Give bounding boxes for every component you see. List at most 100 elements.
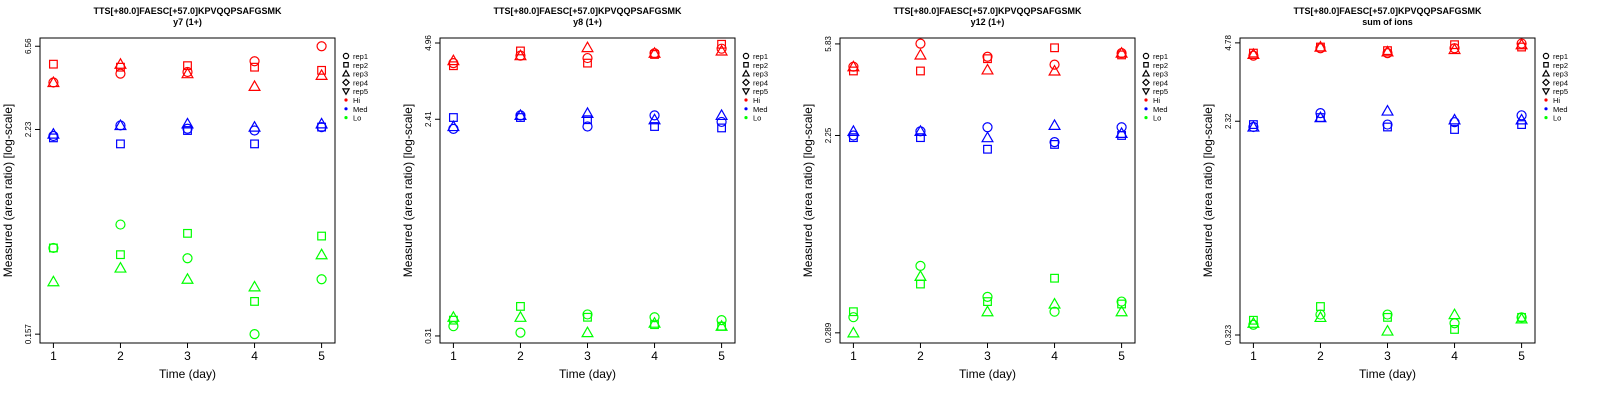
data-point-hi-rep3: [514, 49, 527, 61]
legend-symbol-rep4: [742, 78, 750, 87]
legend-label-rep5: rep5: [753, 87, 768, 96]
data-point-hi-rep1: [982, 51, 993, 62]
plot-frame: [439, 37, 736, 344]
data-point-med-rep3: [1448, 113, 1461, 125]
y-axis-label: Measured (area ratio) [log-scale]: [1201, 104, 1215, 277]
data-point-lo-rep1: [515, 327, 526, 338]
data-point-hi-rep1: [115, 68, 126, 79]
x-axis-label: Time (day): [959, 367, 1016, 381]
x-tick-label: 5: [1518, 349, 1525, 363]
x-tick-label: 4: [1051, 349, 1058, 363]
y-tick-label: 6.56: [24, 38, 33, 54]
data-point-med-rep2: [583, 115, 592, 125]
data-point-hi-rep3: [248, 79, 261, 92]
data-point-lo-rep3: [446, 310, 460, 322]
y-axis-label: Measured (area ratio) [log-scale]: [401, 104, 415, 277]
legend-symbol-rep3: [741, 69, 751, 77]
x-tick-label: 1: [850, 349, 857, 363]
data-point-hi-rep3: [715, 44, 729, 56]
legend-label-rep1: rep1: [1553, 52, 1568, 61]
data-point-med-rep2: [1517, 120, 1527, 129]
data-point-lo-rep3: [1448, 307, 1461, 320]
data-point-lo-rep1: [1449, 318, 1460, 329]
chart-title: TTS[+80.0]FAESC[+57.0]KPVQQPSAFGSMK: [93, 6, 282, 16]
data-point-hi-rep3: [1314, 40, 1327, 52]
legend-label-rep3: rep3: [353, 70, 368, 79]
data-point-lo-rep2: [1383, 312, 1392, 322]
y-tick-label: 2.25: [824, 127, 833, 143]
data-point-hi-rep3: [914, 48, 927, 60]
legend-label-med: Med: [1153, 105, 1168, 114]
data-point-med-rep1: [716, 116, 727, 128]
data-point-med-rep3: [1115, 126, 1129, 139]
legend-dot-lo: [1544, 116, 1548, 120]
data-point-hi-rep3: [446, 53, 460, 66]
data-point-lo-rep1: [582, 309, 593, 320]
data-point-lo-rep3: [1048, 297, 1061, 309]
data-point-hi-rep3: [114, 57, 127, 69]
data-point-lo-rep3: [1314, 310, 1327, 323]
data-point-lo-rep3: [181, 272, 194, 284]
data-point-med-rep1: [649, 110, 660, 121]
data-point-hi-rep2: [1450, 40, 1459, 50]
legend-dot-hi: [344, 98, 348, 102]
legend-label-hi: Hi: [353, 96, 360, 105]
legend-symbol-rep4: [342, 78, 350, 87]
data-point-hi-rep1: [716, 43, 727, 54]
data-point-hi-rep3: [181, 67, 194, 79]
legend-label-lo: Lo: [753, 114, 761, 123]
data-point-med-rep3: [648, 113, 661, 125]
data-point-hi-rep2: [717, 39, 727, 49]
data-point-lo-rep2: [448, 315, 458, 325]
data-point-lo-rep1: [716, 315, 727, 326]
legend-symbol-rep3: [1141, 69, 1151, 77]
legend-dot-lo: [344, 116, 348, 120]
chart-subtitle: y8 (1+): [573, 17, 602, 27]
data-point-hi-rep1: [316, 41, 327, 52]
legend-symbol-rep1: [1142, 52, 1150, 60]
data-point-hi-rep3: [648, 46, 661, 58]
data-point-med-rep3: [514, 108, 527, 121]
data-point-lo-rep2: [116, 250, 125, 260]
x-axis-label: Time (day): [1359, 367, 1416, 381]
data-point-lo-rep1: [1049, 306, 1060, 317]
data-point-lo-rep3: [46, 275, 60, 287]
data-point-med-rep2: [183, 126, 192, 135]
data-point-lo-rep2: [48, 243, 58, 253]
data-point-lo-rep1: [982, 291, 993, 302]
data-point-lo-rep3: [1246, 316, 1260, 328]
data-point-lo-rep2: [1117, 299, 1127, 309]
data-point-lo-rep3: [914, 269, 927, 281]
legend-label-hi: Hi: [1553, 96, 1560, 105]
legend-label-rep3: rep3: [753, 70, 768, 79]
x-tick-label: 3: [184, 349, 191, 363]
data-point-lo-rep2: [1248, 315, 1258, 325]
data-point-lo-rep2: [183, 228, 192, 238]
data-point-hi-rep3: [1048, 64, 1061, 76]
x-tick-label: 1: [1250, 349, 1257, 363]
x-tick-label: 5: [1118, 349, 1125, 363]
data-point-hi-rep3: [1381, 45, 1394, 57]
data-point-lo-rep1: [182, 253, 193, 264]
x-tick-label: 3: [584, 349, 591, 363]
data-point-med-rep3: [1314, 110, 1327, 123]
data-point-lo-rep3: [514, 310, 527, 322]
data-point-lo-rep1: [249, 329, 260, 340]
legend-label-rep3: rep3: [1153, 70, 1168, 79]
data-point-lo-rep1: [649, 312, 660, 323]
data-point-med-rep2: [317, 122, 327, 132]
legend-label-hi: Hi: [1153, 96, 1160, 105]
legend-symbol-rep3: [341, 69, 351, 77]
data-point-lo-rep2: [1450, 325, 1459, 334]
data-point-lo-rep2: [516, 301, 525, 311]
x-tick-label: 4: [651, 349, 658, 363]
data-point-med-rep3: [914, 124, 927, 136]
data-point-lo-rep3: [114, 261, 127, 273]
legend-dot-lo: [744, 116, 748, 120]
x-axis-label: Time (day): [159, 367, 216, 381]
data-point-lo-rep3: [1381, 324, 1394, 336]
